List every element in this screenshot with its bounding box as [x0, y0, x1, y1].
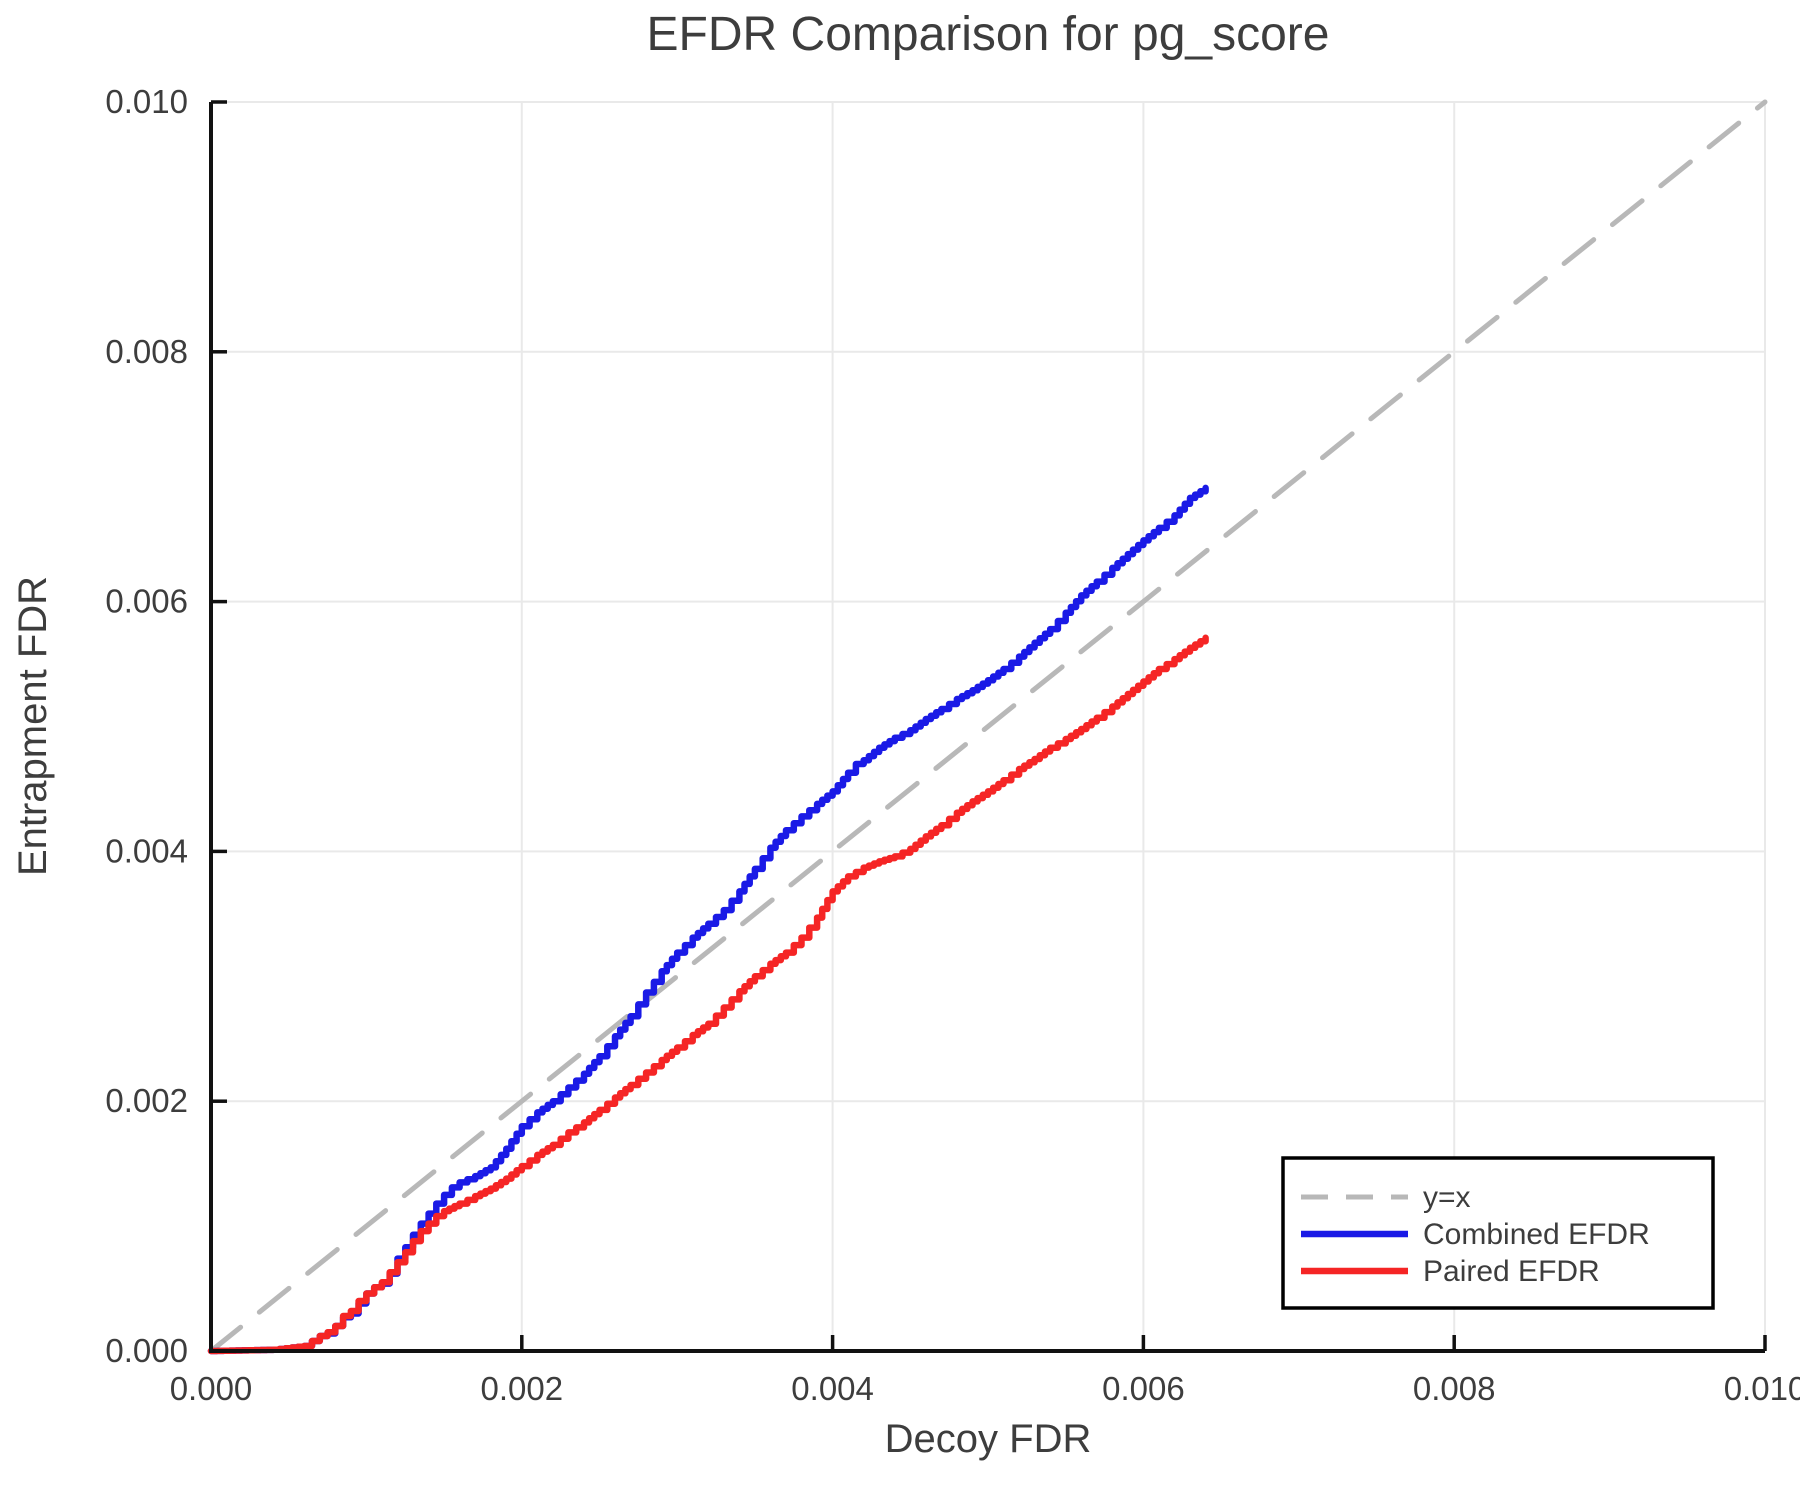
x-tick-label: 0.006: [1102, 1370, 1185, 1407]
axis-ticks: [209, 100, 1767, 1353]
y-tick-label: 0.008: [105, 333, 188, 370]
chart-title: EFDR Comparison for pg_score: [647, 8, 1330, 61]
x-tick-label: 0.010: [1724, 1370, 1800, 1407]
legend-label-combined-efdr: Combined EFDR: [1423, 1218, 1650, 1251]
y-tick-label: 0.002: [105, 1082, 188, 1119]
gridlines: [211, 101, 1766, 1351]
x-tick-label: 0.002: [481, 1370, 564, 1407]
series-y-x: [208, 99, 1768, 1354]
axis-spines: [209, 102, 1765, 1353]
axis-tick-labels: 0.000 0.002 0.004 0.006 0.008 0.010 0.000 0.002…: [105, 83, 1800, 1407]
legend: y=x Combined EFDR Paired EFDR: [1281, 1156, 1715, 1310]
x-tick-label: 0.004: [791, 1370, 874, 1407]
y-tick-label: 0.010: [105, 83, 188, 120]
series-combined-efdr: [207, 484, 1209, 1355]
y-axis-label: Entrapment FDR: [11, 576, 55, 876]
series-paired-efdr: [207, 634, 1209, 1355]
y-tick-label: 0.006: [105, 583, 188, 620]
legend-label-reference-line: y=x: [1423, 1181, 1471, 1214]
plot-series: [207, 99, 1768, 1355]
x-axis-label: Decoy FDR: [885, 1417, 1092, 1461]
y-tick-label: 0.000: [105, 1332, 188, 1369]
y-tick-label: 0.004: [105, 832, 188, 869]
x-tick-label: 0.008: [1413, 1370, 1496, 1407]
x-tick-label: 0.000: [170, 1370, 253, 1407]
legend-label-paired-efdr: Paired EFDR: [1423, 1255, 1600, 1288]
